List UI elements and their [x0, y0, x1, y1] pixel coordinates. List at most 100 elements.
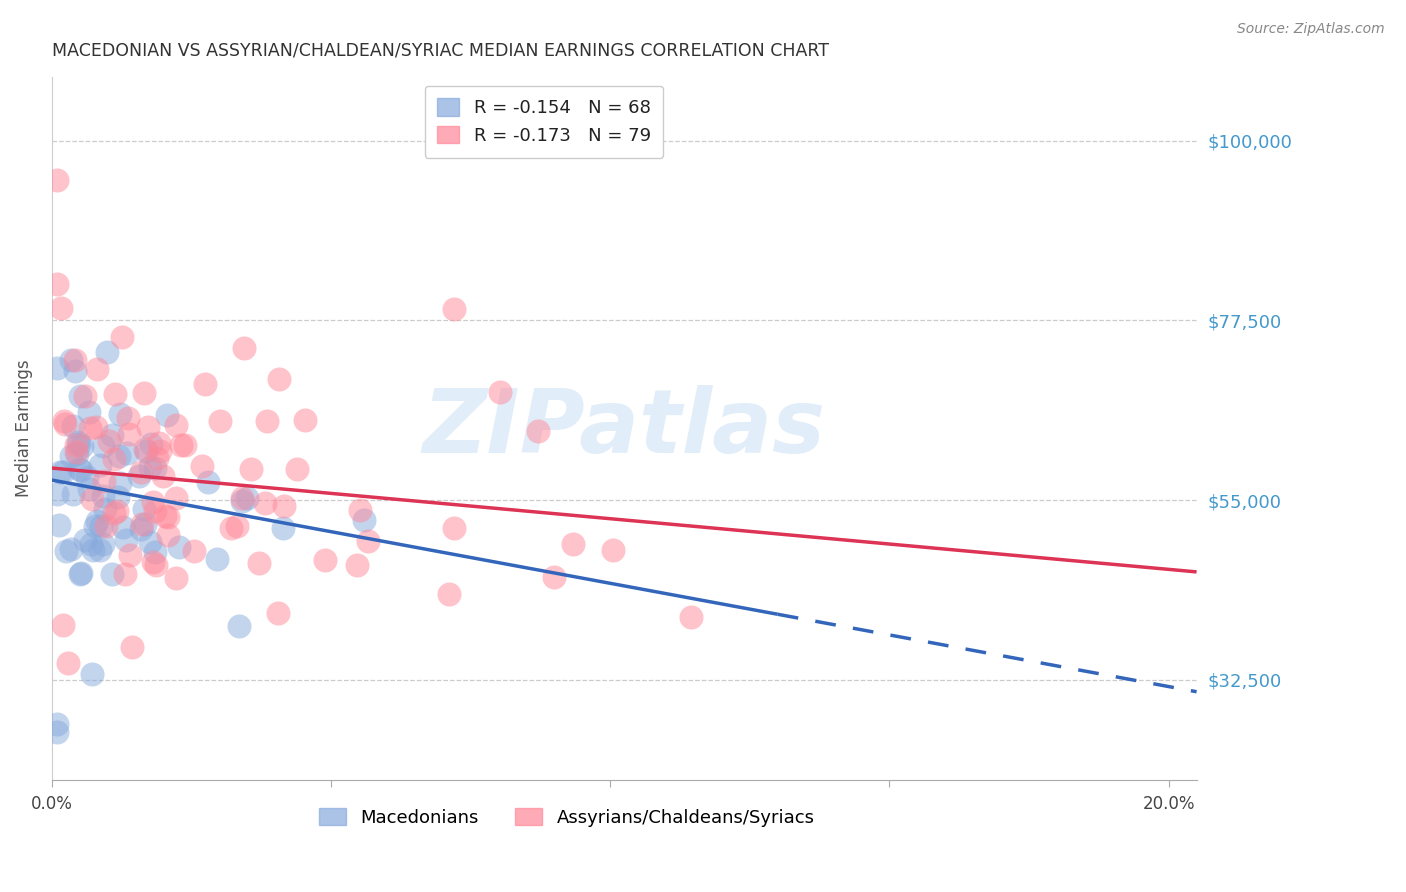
Point [226, 518, 249, 533]
Point [49, 465, 72, 479]
Point [60, 352, 83, 367]
Point [60, 542, 83, 557]
Point [114, 567, 136, 582]
Point [55, 543, 77, 558]
Point [94, 502, 117, 516]
Point [134, 516, 156, 531]
Point [170, 438, 193, 452]
Point [142, 495, 165, 509]
Point [231, 491, 253, 506]
Point [267, 371, 290, 385]
Point [69, 389, 91, 403]
Point [67, 462, 90, 476]
Point [66, 447, 89, 461]
Point [267, 606, 290, 620]
Point [52, 466, 75, 480]
Point [128, 469, 150, 483]
Point [135, 444, 157, 458]
Point [139, 460, 162, 475]
Text: Source: ZipAtlas.com: Source: ZipAtlas.com [1237, 22, 1385, 37]
Point [143, 545, 166, 559]
Point [90, 519, 112, 533]
Point [97, 434, 120, 448]
Point [145, 558, 167, 572]
Point [165, 491, 187, 506]
Point [174, 438, 197, 452]
Point [121, 640, 143, 655]
Point [103, 452, 125, 467]
Point [46, 277, 69, 292]
Y-axis label: Median Earnings: Median Earnings [15, 359, 32, 497]
Point [89, 458, 111, 472]
Point [62, 487, 84, 501]
Point [100, 428, 122, 442]
Point [107, 503, 129, 517]
Point [59, 449, 82, 463]
Point [46, 360, 69, 375]
Point [79, 482, 101, 496]
Point [285, 462, 308, 476]
Point [129, 465, 152, 479]
Point [66, 434, 89, 449]
Point [65, 353, 87, 368]
Point [346, 558, 368, 572]
Point [52, 618, 75, 632]
Point [94, 519, 117, 533]
Point [110, 476, 132, 491]
Point [157, 509, 180, 524]
Point [143, 461, 166, 475]
Point [111, 329, 134, 343]
Point [80, 537, 103, 551]
Point [65, 445, 87, 459]
Point [101, 566, 124, 581]
Point [271, 521, 294, 535]
Point [273, 499, 295, 513]
Point [197, 475, 219, 489]
Point [357, 533, 380, 548]
Point [107, 450, 129, 464]
Point [56, 657, 79, 671]
Point [129, 523, 152, 537]
Point [153, 508, 176, 523]
Point [349, 503, 371, 517]
Point [194, 377, 217, 392]
Point [205, 551, 228, 566]
Point [91, 439, 114, 453]
Point [93, 474, 115, 488]
Point [527, 424, 550, 438]
Point [89, 543, 111, 558]
Point [149, 443, 172, 458]
Point [183, 544, 205, 558]
Point [228, 619, 250, 633]
Point [256, 414, 278, 428]
Text: MACEDONIAN VS ASSYRIAN/CHALDEAN/SYRIAC MEDIAN EARNINGS CORRELATION CHART: MACEDONIAN VS ASSYRIAN/CHALDEAN/SYRIAC M… [52, 42, 828, 60]
Point [107, 491, 129, 505]
Point [103, 506, 125, 520]
Point [69, 566, 91, 580]
Point [543, 569, 565, 583]
Point [132, 386, 155, 401]
Point [134, 502, 156, 516]
Point [156, 527, 179, 541]
Point [148, 436, 170, 450]
Point [146, 450, 169, 465]
Point [65, 438, 87, 452]
Point [63, 364, 86, 378]
Point [489, 384, 512, 399]
Point [79, 405, 101, 419]
Point [108, 407, 131, 421]
Point [443, 521, 465, 535]
Point [602, 543, 624, 558]
Point [118, 548, 141, 562]
Point [62, 419, 84, 434]
Point [67, 437, 90, 451]
Point [91, 490, 114, 504]
Point [82, 542, 104, 557]
Point [114, 533, 136, 548]
Point [53, 417, 76, 432]
Point [86, 362, 108, 376]
Point [72, 440, 94, 454]
Point [86, 514, 108, 528]
Point [562, 537, 585, 551]
Point [253, 495, 276, 509]
